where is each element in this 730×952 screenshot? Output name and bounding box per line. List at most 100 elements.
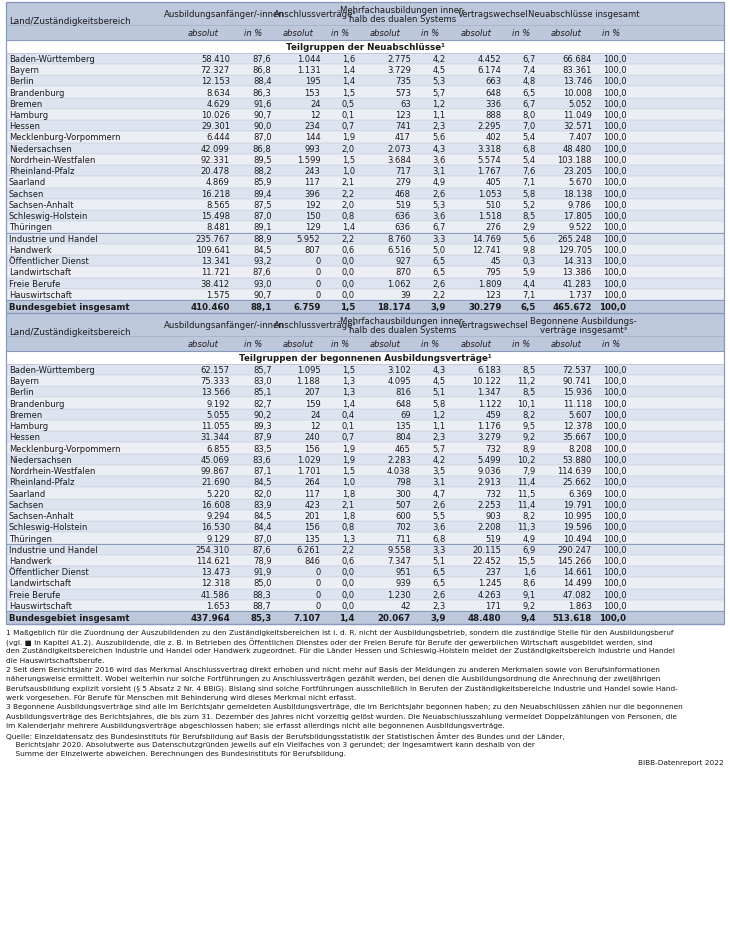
- Text: 100,0: 100,0: [599, 303, 626, 311]
- Text: 939: 939: [395, 579, 411, 588]
- Bar: [6, 313, 724, 351]
- Text: absolut: absolut: [550, 29, 582, 37]
- Text: 100,0: 100,0: [603, 422, 626, 430]
- Text: 6,8: 6,8: [432, 534, 445, 543]
- Bar: [6, 589, 724, 601]
- Text: 3 Begonnene Ausbildungsverträge sind alle im Berichtsjahr gemeldeten Ausbildungs: 3 Begonnene Ausbildungsverträge sind all…: [6, 704, 683, 709]
- Text: 9,1: 9,1: [523, 590, 536, 599]
- Text: 25.662: 25.662: [563, 478, 592, 486]
- Text: 7,9: 7,9: [523, 466, 536, 476]
- Text: in %: in %: [602, 29, 620, 37]
- Text: 804: 804: [395, 433, 411, 442]
- Text: 6,7: 6,7: [523, 54, 536, 64]
- Text: 1,9: 1,9: [342, 133, 355, 143]
- Text: 5,7: 5,7: [432, 89, 445, 97]
- Text: 45: 45: [491, 257, 502, 266]
- Text: 72.537: 72.537: [563, 366, 592, 374]
- Bar: [6, 545, 724, 555]
- Text: BIBB-Datenreport 2022: BIBB-Datenreport 2022: [639, 760, 724, 765]
- Text: Sachsen: Sachsen: [9, 500, 44, 509]
- Text: 8,6: 8,6: [523, 579, 536, 588]
- Text: 1.062: 1.062: [387, 279, 411, 288]
- Text: Berichtsjahr 2020. Absolutwerte aus Datenschutzgründen jeweils auf ein Vielfache: Berichtsjahr 2020. Absolutwerte aus Date…: [6, 741, 534, 747]
- Text: Hessen: Hessen: [9, 433, 39, 442]
- Text: 0: 0: [315, 290, 320, 300]
- Text: 6,8: 6,8: [523, 145, 536, 153]
- Text: 88,9: 88,9: [253, 234, 272, 244]
- Text: 1,0: 1,0: [342, 167, 355, 176]
- Text: 117: 117: [304, 489, 320, 498]
- Text: 254.310: 254.310: [196, 545, 230, 554]
- Text: 1.518: 1.518: [477, 212, 502, 221]
- Text: 5.607: 5.607: [568, 410, 592, 420]
- Text: Bayern: Bayern: [9, 66, 39, 75]
- Text: 888: 888: [485, 110, 502, 120]
- Text: 100,0: 100,0: [603, 167, 626, 176]
- Text: 100,0: 100,0: [603, 500, 626, 509]
- Bar: [6, 166, 724, 177]
- Text: 0,8: 0,8: [342, 523, 355, 532]
- Text: 648: 648: [485, 89, 502, 97]
- Text: 8,2: 8,2: [523, 511, 536, 521]
- Text: 1.230: 1.230: [387, 590, 411, 599]
- Text: 7,4: 7,4: [523, 66, 536, 75]
- Text: 1.188: 1.188: [296, 377, 320, 386]
- Text: 89,1: 89,1: [253, 223, 272, 232]
- Text: 7,0: 7,0: [523, 122, 536, 131]
- Bar: [6, 200, 724, 211]
- Text: 0: 0: [315, 567, 320, 577]
- Text: 4,9: 4,9: [523, 534, 536, 543]
- Bar: [6, 211, 724, 222]
- Text: absolut: absolut: [188, 29, 219, 37]
- Text: 207: 207: [304, 387, 320, 397]
- Text: 1.701: 1.701: [296, 466, 320, 476]
- Text: 702: 702: [395, 523, 411, 532]
- Text: Ausbildungsverträge des Berichtsjahres, die bis zum 31. Dezember des Jahres nich: Ausbildungsverträge des Berichtsjahres, …: [6, 713, 677, 719]
- Text: 91,6: 91,6: [253, 100, 272, 109]
- Text: 129: 129: [304, 223, 320, 232]
- Text: Industrie und Handel: Industrie und Handel: [9, 234, 97, 244]
- Text: 5,9: 5,9: [523, 268, 536, 277]
- Text: 6.174: 6.174: [477, 66, 502, 75]
- Text: 90,2: 90,2: [253, 410, 272, 420]
- Text: 2.283: 2.283: [387, 455, 411, 465]
- Text: 5.220: 5.220: [207, 489, 230, 498]
- Text: im Kalenderjahr mehrere Ausbildungsverträge abgeschlossen haben; sie erfasst all: im Kalenderjahr mehrere Ausbildungsvertr…: [6, 723, 504, 728]
- Text: 100,0: 100,0: [603, 133, 626, 143]
- Text: 114.639: 114.639: [558, 466, 592, 476]
- Text: 10.122: 10.122: [472, 377, 502, 386]
- Text: 9.036: 9.036: [477, 466, 502, 476]
- Text: 15,5: 15,5: [518, 556, 536, 565]
- Text: in %: in %: [512, 339, 530, 348]
- Text: 4,3: 4,3: [432, 366, 445, 374]
- Text: 237: 237: [485, 567, 502, 577]
- Text: 16.608: 16.608: [201, 500, 230, 509]
- Bar: [6, 188, 724, 200]
- Text: 5,0: 5,0: [432, 246, 445, 255]
- Bar: [6, 88, 724, 99]
- Text: 14.661: 14.661: [563, 567, 592, 577]
- Text: 7.107: 7.107: [293, 613, 320, 623]
- Text: 21.690: 21.690: [201, 478, 230, 486]
- Text: Sachsen-Anhalt: Sachsen-Anhalt: [9, 511, 74, 521]
- Text: 9,5: 9,5: [523, 422, 536, 430]
- Bar: [6, 488, 724, 499]
- Text: 2,1: 2,1: [342, 178, 355, 188]
- Bar: [6, 477, 724, 488]
- Text: Mehrfachausbildungen inner-: Mehrfachausbildungen inner-: [340, 6, 465, 14]
- Text: 4,2: 4,2: [432, 54, 445, 64]
- Bar: [6, 76, 724, 88]
- Text: 83.361: 83.361: [563, 66, 592, 75]
- Text: 846: 846: [304, 556, 320, 565]
- Text: Bayern: Bayern: [9, 377, 39, 386]
- Text: 11,4: 11,4: [518, 500, 536, 509]
- Text: 100,0: 100,0: [603, 511, 626, 521]
- Text: 100,0: 100,0: [603, 545, 626, 554]
- Text: Anschlussverträge²: Anschlussverträge²: [274, 321, 357, 329]
- Text: 3,3: 3,3: [432, 545, 445, 554]
- Text: Bundesgebiet insgesamt: Bundesgebiet insgesamt: [9, 613, 129, 623]
- Text: 100,0: 100,0: [603, 410, 626, 420]
- Text: 410.460: 410.460: [191, 303, 230, 311]
- Text: 0,1: 0,1: [342, 422, 355, 430]
- Text: 1,3: 1,3: [342, 377, 355, 386]
